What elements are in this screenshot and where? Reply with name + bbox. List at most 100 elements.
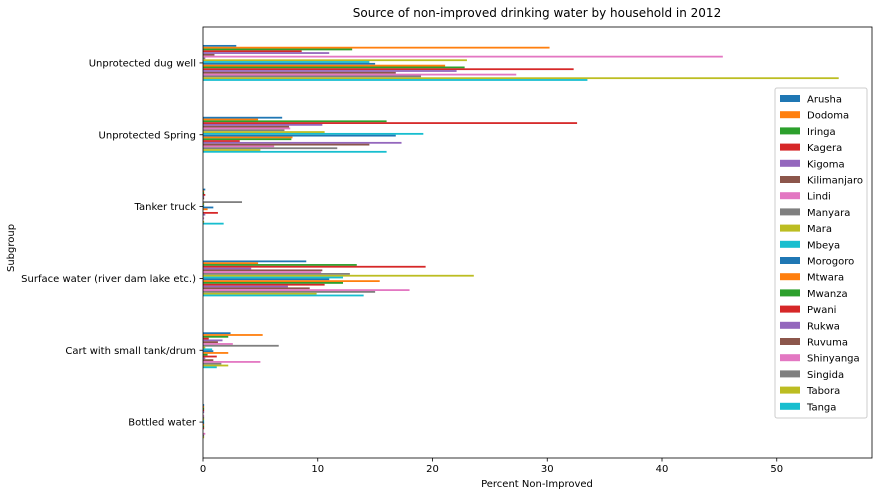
y-tick-label: Unprotected dug well	[89, 58, 196, 69]
bar	[203, 353, 208, 356]
legend-swatch	[780, 289, 800, 297]
bar	[203, 344, 279, 347]
bar	[203, 359, 214, 362]
x-tick-label: 0	[200, 464, 206, 475]
bar	[203, 287, 310, 290]
legend-label: Morogoro	[807, 257, 854, 268]
legend-swatch	[780, 273, 800, 281]
x-tick-label: 30	[541, 464, 554, 475]
bar	[203, 414, 205, 417]
legend-swatch	[780, 208, 800, 216]
bar	[203, 208, 208, 211]
legend-label: Iringa	[807, 127, 836, 138]
bar	[203, 285, 288, 288]
bar	[203, 134, 396, 137]
bar	[203, 404, 205, 406]
legend-label: Mwanza	[807, 289, 848, 300]
bar	[203, 282, 343, 284]
bar	[203, 116, 283, 119]
bar	[203, 197, 205, 200]
bar	[203, 194, 206, 196]
legend-swatch	[780, 111, 800, 119]
plot-frame	[202, 26, 873, 459]
bar	[203, 222, 224, 225]
legend-swatch	[780, 159, 800, 167]
x-tick-label: 10	[311, 464, 324, 475]
bar	[203, 61, 370, 63]
legend-swatch	[780, 240, 800, 248]
y-tick-label: Bottled water	[128, 418, 197, 429]
bar	[203, 332, 231, 335]
bar	[203, 120, 387, 123]
bar	[203, 416, 205, 419]
bar	[203, 362, 222, 365]
bar	[203, 57, 206, 60]
bar	[203, 220, 205, 223]
bar	[203, 418, 205, 421]
bar	[203, 123, 323, 126]
bar	[203, 211, 218, 214]
bar	[203, 407, 205, 410]
legend-swatch	[780, 354, 800, 362]
legend-label: Kilimanjaro	[807, 176, 863, 187]
y-tick-label: Surface water (river dam lake etc.)	[21, 274, 196, 285]
bar	[203, 343, 233, 345]
bar	[203, 265, 426, 268]
bar	[203, 53, 215, 56]
bar	[203, 201, 243, 203]
bar	[203, 292, 317, 295]
bar	[203, 271, 322, 274]
legend-label: Singida	[807, 370, 844, 381]
bar	[203, 118, 259, 121]
bar	[203, 355, 217, 358]
bar	[203, 350, 214, 353]
bar	[203, 48, 353, 51]
bar	[203, 129, 285, 132]
bar	[203, 68, 574, 71]
legend-label: Tabora	[806, 386, 840, 397]
bar	[203, 125, 290, 128]
legend-swatch	[780, 176, 800, 183]
legend-box	[774, 87, 868, 419]
x-axis-label: Percent Non-Improved	[481, 479, 593, 490]
x-tick-label: 20	[426, 464, 439, 475]
bar	[203, 334, 263, 336]
bar	[203, 64, 446, 67]
bar	[203, 202, 205, 205]
bar	[203, 44, 237, 47]
legend-label: Lindi	[807, 192, 831, 203]
bar	[203, 138, 292, 141]
bar	[203, 122, 578, 124]
bar	[203, 190, 205, 193]
bar	[203, 335, 229, 338]
legend-label: Dodoma	[807, 111, 849, 122]
legend-swatch	[780, 192, 800, 200]
bar	[203, 75, 422, 78]
bar	[203, 264, 357, 266]
bar	[203, 79, 588, 81]
bar	[203, 150, 387, 153]
bar	[203, 260, 307, 263]
bar	[203, 289, 410, 291]
legend-swatch	[780, 224, 800, 232]
y-axis-label: Subgroup	[6, 224, 17, 272]
bar	[203, 276, 343, 279]
y-tick-label: Unprotected Spring	[99, 130, 196, 141]
legend-label: Kagera	[807, 143, 842, 154]
bar	[203, 262, 259, 265]
bar	[203, 213, 206, 216]
bar	[203, 59, 467, 62]
bar	[203, 341, 218, 344]
y-tick-label: Cart with small tank/drum	[65, 346, 196, 357]
x-tick-label: 50	[770, 464, 783, 475]
bar	[203, 427, 205, 430]
y-tick-label: Tanker truck	[134, 202, 197, 213]
bar	[203, 294, 364, 297]
bar	[203, 145, 275, 148]
bar	[203, 147, 338, 150]
bar	[203, 436, 205, 439]
bar	[203, 283, 325, 286]
bar	[203, 278, 330, 281]
bar	[203, 339, 223, 342]
bar	[203, 273, 350, 275]
